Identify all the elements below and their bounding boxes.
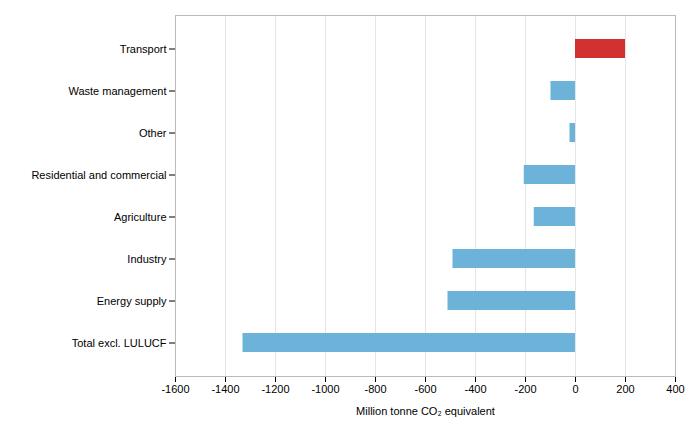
svg-text:-1600: -1600 — [161, 383, 189, 395]
svg-text:-1200: -1200 — [261, 383, 289, 395]
svg-text:-1400: -1400 — [211, 383, 239, 395]
svg-text:-1000: -1000 — [311, 383, 339, 395]
svg-text:Transport: Transport — [120, 43, 167, 55]
svg-text:0: 0 — [572, 383, 578, 395]
svg-text:Other: Other — [139, 127, 167, 139]
svg-text:-200: -200 — [514, 383, 536, 395]
svg-text:Agriculture: Agriculture — [114, 211, 167, 223]
svg-text:Million tonne CO₂ equivalent: Million tonne CO₂ equivalent — [356, 405, 495, 417]
svg-text:Waste management: Waste management — [68, 85, 166, 97]
svg-text:Residential and commercial: Residential and commercial — [31, 169, 166, 181]
svg-text:Industry: Industry — [127, 253, 167, 265]
svg-text:200: 200 — [616, 383, 634, 395]
svg-text:-800: -800 — [364, 383, 386, 395]
svg-text:Total excl. LULUCF: Total excl. LULUCF — [72, 337, 167, 349]
svg-text:-400: -400 — [464, 383, 486, 395]
svg-text:Energy supply: Energy supply — [97, 295, 167, 307]
svg-text:-600: -600 — [414, 383, 436, 395]
svg-text:400: 400 — [666, 383, 684, 395]
